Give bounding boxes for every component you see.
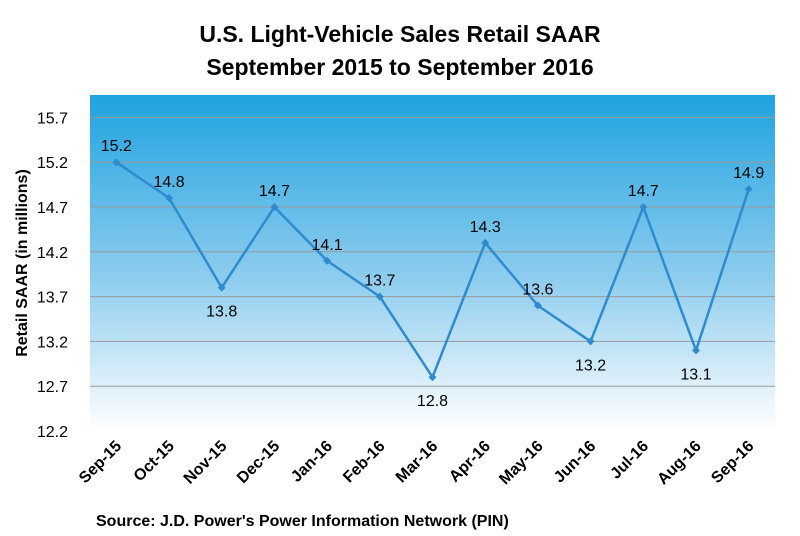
data-point	[112, 158, 121, 167]
y-axis-title: Retail SAAR (in millions)	[14, 169, 31, 357]
y-tick-label: 14.7	[37, 200, 68, 217]
y-axis-ticks: 12.2 12.7 13.2 13.7 14.2 14.7 15.2 15.7	[37, 110, 68, 441]
data-point	[428, 373, 437, 382]
data-label: 15.2	[101, 138, 132, 155]
chart-title-line2: September 2015 to September 2016	[206, 54, 593, 80]
y-tick-label: 13.7	[37, 290, 68, 307]
x-tick-label: Sep-16	[708, 438, 757, 487]
data-label: 14.7	[259, 183, 290, 200]
data-point	[481, 238, 490, 247]
data-label: 13.2	[575, 357, 606, 374]
x-tick-label: Jan-16	[288, 438, 336, 486]
y-tick-label: 15.2	[37, 155, 68, 172]
data-label: 14.1	[312, 237, 343, 254]
data-point	[323, 256, 332, 265]
data-label: 13.1	[680, 366, 711, 383]
y-tick-label: 12.7	[37, 379, 68, 396]
data-labels: 15.2 14.8 13.8 14.7 14.1 13.7 12.8 14.3 13.6 13.2…	[101, 138, 765, 410]
x-tick-label: Nov-15	[181, 438, 231, 488]
chart-title-line1: U.S. Light-Vehicle Sales Retail SAAR	[199, 21, 601, 47]
y-tick-label: 14.2	[37, 245, 68, 262]
data-label: 14.7	[628, 183, 659, 200]
x-tick-label: Apr-16	[446, 438, 494, 486]
source-note: Source: J.D. Power's Power Information N…	[96, 513, 509, 530]
gridlines	[90, 116, 775, 387]
data-label: 13.8	[206, 304, 237, 321]
x-tick-label: Dec-15	[234, 438, 283, 487]
x-tick-label: Sep-15	[76, 438, 125, 487]
data-label: 14.3	[470, 219, 501, 236]
data-point	[639, 203, 648, 211]
y-tick-label: 13.2	[37, 334, 68, 351]
data-point	[375, 292, 384, 301]
x-tick-label: Feb-16	[340, 438, 389, 487]
data-point	[586, 337, 595, 346]
data-point	[533, 301, 542, 310]
data-point	[270, 203, 279, 211]
data-label: 13.7	[364, 273, 395, 290]
x-tick-label: Mar-16	[393, 438, 442, 487]
x-tick-label: Jun-16	[551, 438, 600, 487]
x-tick-label: Aug-16	[654, 438, 704, 488]
y-tick-label: 15.7	[37, 110, 68, 127]
data-label: 14.8	[153, 174, 184, 191]
x-axis-ticks: Sep-15 Oct-15 Nov-15 Dec-15 Jan-16 Feb-16 Mar-…	[76, 438, 758, 488]
x-tick-label: Jul-16	[607, 438, 652, 483]
data-point	[744, 185, 753, 194]
data-label: 13.6	[522, 282, 553, 299]
x-tick-label: May-16	[496, 438, 546, 488]
data-point	[691, 346, 700, 355]
x-tick-label: Oct-15	[131, 438, 178, 485]
data-label: 12.8	[417, 393, 448, 410]
y-tick-label: 12.2	[37, 424, 68, 441]
data-label: 14.9	[733, 165, 764, 182]
series-markers	[112, 158, 753, 382]
data-point	[165, 194, 174, 203]
data-point	[217, 283, 226, 292]
